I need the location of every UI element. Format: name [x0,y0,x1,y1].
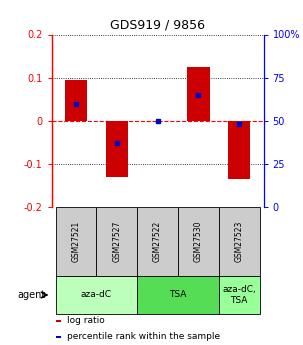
Text: GSM27527: GSM27527 [112,221,121,262]
Text: log ratio: log ratio [67,316,105,325]
Text: GSM27530: GSM27530 [194,221,203,262]
Text: GSM27522: GSM27522 [153,221,162,262]
Text: aza-dC,
TSA: aza-dC, TSA [222,285,256,305]
Bar [187,67,210,121]
FancyBboxPatch shape [178,207,219,276]
FancyBboxPatch shape [137,276,219,314]
Bar [228,121,250,179]
Bar [56,320,61,322]
Title: GDS919 / 9856: GDS919 / 9856 [110,19,205,32]
FancyBboxPatch shape [219,276,260,314]
Text: TSA: TSA [169,290,187,299]
Text: aza-dC: aza-dC [81,290,112,299]
Text: GSM27523: GSM27523 [235,221,244,262]
FancyBboxPatch shape [219,207,260,276]
Bar [65,80,87,121]
FancyBboxPatch shape [137,207,178,276]
Bar [105,121,128,177]
FancyBboxPatch shape [96,207,137,276]
FancyBboxPatch shape [55,276,137,314]
Text: GSM27521: GSM27521 [72,221,81,262]
Bar [56,336,61,338]
Text: percentile rank within the sample: percentile rank within the sample [67,333,220,342]
FancyBboxPatch shape [55,207,96,276]
Text: agent: agent [17,290,45,300]
